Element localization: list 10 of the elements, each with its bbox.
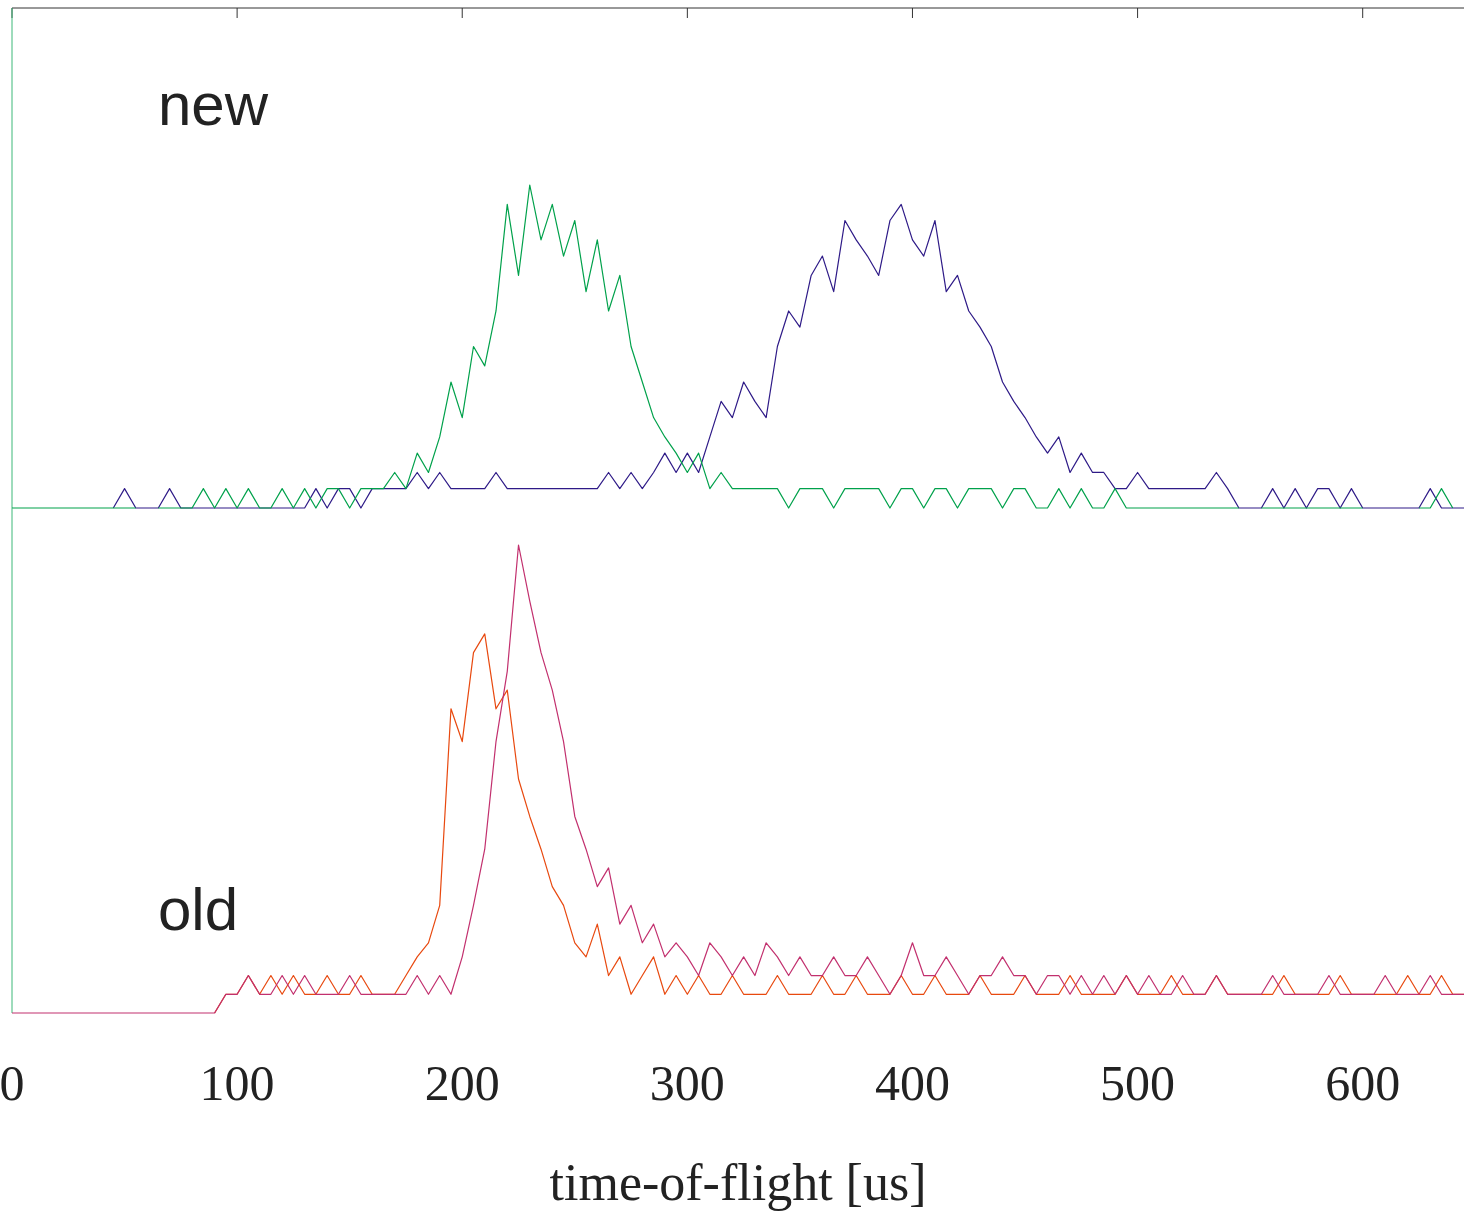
x-tick-label: 500 — [1100, 1055, 1176, 1111]
x-axis-title: time-of-flight [us] — [549, 1154, 927, 1211]
x-tick-label: 100 — [199, 1055, 275, 1111]
x-tick-label: 600 — [1325, 1055, 1401, 1111]
annotation: old — [158, 876, 239, 943]
x-tick-label: 200 — [424, 1055, 500, 1111]
x-tick-label: 0 — [0, 1055, 25, 1111]
text: new — [158, 71, 269, 138]
x-tick-label: 300 — [649, 1055, 725, 1111]
x-tick-label: 400 — [874, 1055, 950, 1111]
